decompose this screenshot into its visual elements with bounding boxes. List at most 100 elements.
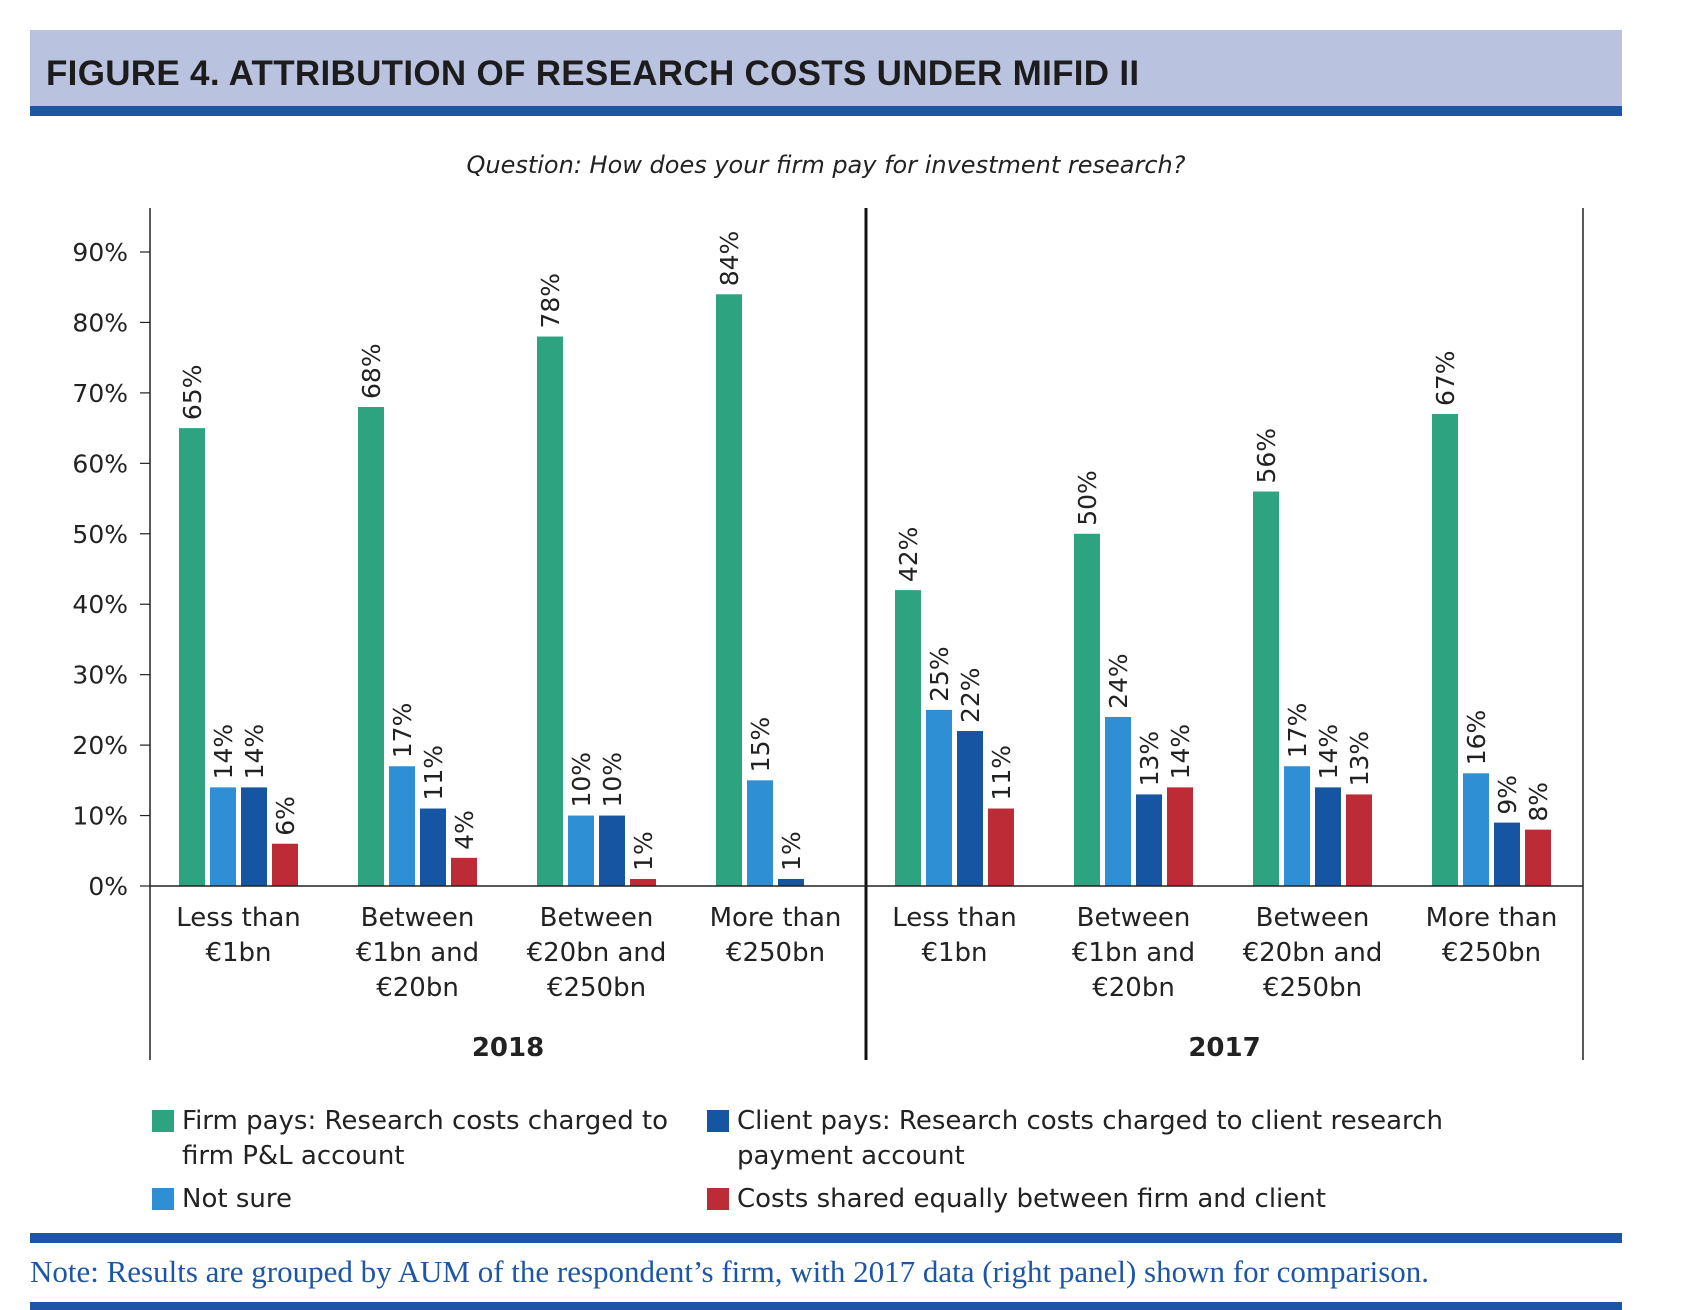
category-label: Less than — [176, 903, 300, 933]
data-label: 10% — [567, 752, 596, 808]
bar — [1494, 822, 1520, 886]
bar — [716, 294, 742, 886]
data-label: 68% — [357, 343, 386, 399]
category-label: €20bn and — [527, 938, 667, 968]
legend-label-not-sure: Not sure — [182, 1184, 292, 1214]
data-label: 14% — [209, 724, 238, 780]
legend-label-firm-pays-line1: Firm pays: Research costs charged to — [182, 1106, 669, 1136]
bar — [210, 787, 236, 886]
data-label: 50% — [1073, 470, 1102, 526]
note-rule-bottom — [30, 1302, 1622, 1310]
legend-swatch-client-pays — [707, 1110, 729, 1132]
category-label: Between — [361, 903, 475, 933]
category-label: €1bn — [205, 938, 271, 968]
bar — [1463, 773, 1489, 886]
category-label: €20bn — [1092, 973, 1175, 1003]
category-label: €20bn and — [1243, 938, 1383, 968]
bar — [537, 336, 563, 886]
bar-chart: 0%10%20%30%40%50%60%70%80%90%65%14% 14%6%… — [72, 208, 1584, 1063]
bar — [1432, 414, 1458, 886]
data-label: 25% — [925, 646, 954, 702]
bar — [272, 843, 298, 886]
bar — [1346, 794, 1372, 886]
data-label: 78% — [536, 273, 565, 329]
y-tick-label: 60% — [72, 449, 128, 478]
category-label: More than — [710, 903, 842, 933]
bar — [1167, 787, 1193, 886]
bar — [599, 815, 625, 886]
bar — [389, 766, 415, 886]
data-label: 1% — [777, 831, 806, 871]
data-label: 15% — [746, 717, 775, 773]
figure-title-bar: FIGURE 4. ATTRIBUTION OF RESEARCH COSTS … — [30, 30, 1622, 116]
data-label: 24% — [1104, 653, 1133, 709]
survey-question: Question: How does your firm pay for inv… — [466, 151, 1186, 179]
category-label: €1bn and — [1072, 938, 1195, 968]
category-label: Less than — [892, 903, 1016, 933]
legend-swatch-not-sure — [152, 1188, 174, 1210]
legend-swatch-firm-pays — [152, 1110, 174, 1132]
y-tick-label: 20% — [72, 731, 128, 760]
legend-label-firm-pays-line2: firm P&L account — [182, 1141, 405, 1171]
bar — [747, 780, 773, 886]
bar — [420, 808, 446, 886]
data-label: 17% — [388, 703, 417, 759]
bar — [1136, 794, 1162, 886]
data-label: 1% — [629, 831, 658, 871]
bar — [895, 590, 921, 886]
data-label: 67% — [1431, 350, 1460, 406]
data-label: 22% — [956, 667, 985, 723]
y-tick-label: 90% — [72, 238, 128, 267]
category-label: €1bn and — [356, 938, 479, 968]
bar — [1315, 787, 1341, 886]
bar — [630, 878, 656, 886]
category-label: €250bn — [1442, 938, 1541, 968]
y-tick-label: 30% — [72, 661, 128, 690]
data-label: 14% — [240, 724, 269, 780]
bar — [179, 428, 205, 886]
data-label: 11% — [987, 745, 1016, 801]
category-label: €1bn — [921, 938, 987, 968]
y-tick-label: 10% — [72, 802, 128, 831]
data-label: 4% — [450, 810, 479, 850]
bar — [451, 857, 477, 886]
legend-swatch-shared — [707, 1188, 729, 1210]
data-label: 84% — [715, 231, 744, 287]
data-label: 56% — [1252, 428, 1281, 484]
legend-label-client-pays-line1: Client pays: Research costs charged to c… — [737, 1106, 1443, 1136]
category-label: €250bn — [547, 973, 646, 1003]
bar — [1525, 829, 1551, 886]
bar — [1253, 491, 1279, 886]
bar — [1284, 766, 1310, 886]
figure-note: Note: Results are grouped by AUM of the … — [30, 1254, 1430, 1289]
category-label: €250bn — [726, 938, 825, 968]
legend-label-client-pays-line2: payment account — [737, 1141, 965, 1171]
data-label: 17% — [1283, 703, 1312, 759]
bar — [1074, 533, 1100, 886]
data-label: 8% — [1524, 782, 1553, 822]
data-label: 10% — [598, 752, 627, 808]
data-label: 11% — [419, 745, 448, 801]
data-label: 13% — [1345, 731, 1374, 787]
data-label: 16% — [1462, 710, 1491, 766]
bar — [241, 787, 267, 886]
data-label: 42% — [894, 527, 923, 583]
y-tick-label: 70% — [72, 379, 128, 408]
data-label: 13% — [1135, 731, 1164, 787]
category-label: Between — [540, 903, 654, 933]
category-label: Between — [1077, 903, 1191, 933]
category-label: Between — [1256, 903, 1370, 933]
bar — [568, 815, 594, 886]
data-label: 6% — [271, 796, 300, 836]
panel-year-label: 2018 — [472, 1033, 544, 1063]
bar — [778, 878, 804, 886]
bar — [926, 709, 952, 886]
figure-title: FIGURE 4. ATTRIBUTION OF RESEARCH COSTS … — [46, 54, 1140, 93]
category-label: More than — [1426, 903, 1558, 933]
panel-year-label: 2017 — [1188, 1033, 1260, 1063]
y-tick-label: 0% — [88, 872, 128, 901]
y-tick-label: 50% — [72, 520, 128, 549]
category-label: €250bn — [1263, 973, 1362, 1003]
note-rule-top — [30, 1233, 1622, 1243]
data-label: 14% — [1314, 724, 1343, 780]
